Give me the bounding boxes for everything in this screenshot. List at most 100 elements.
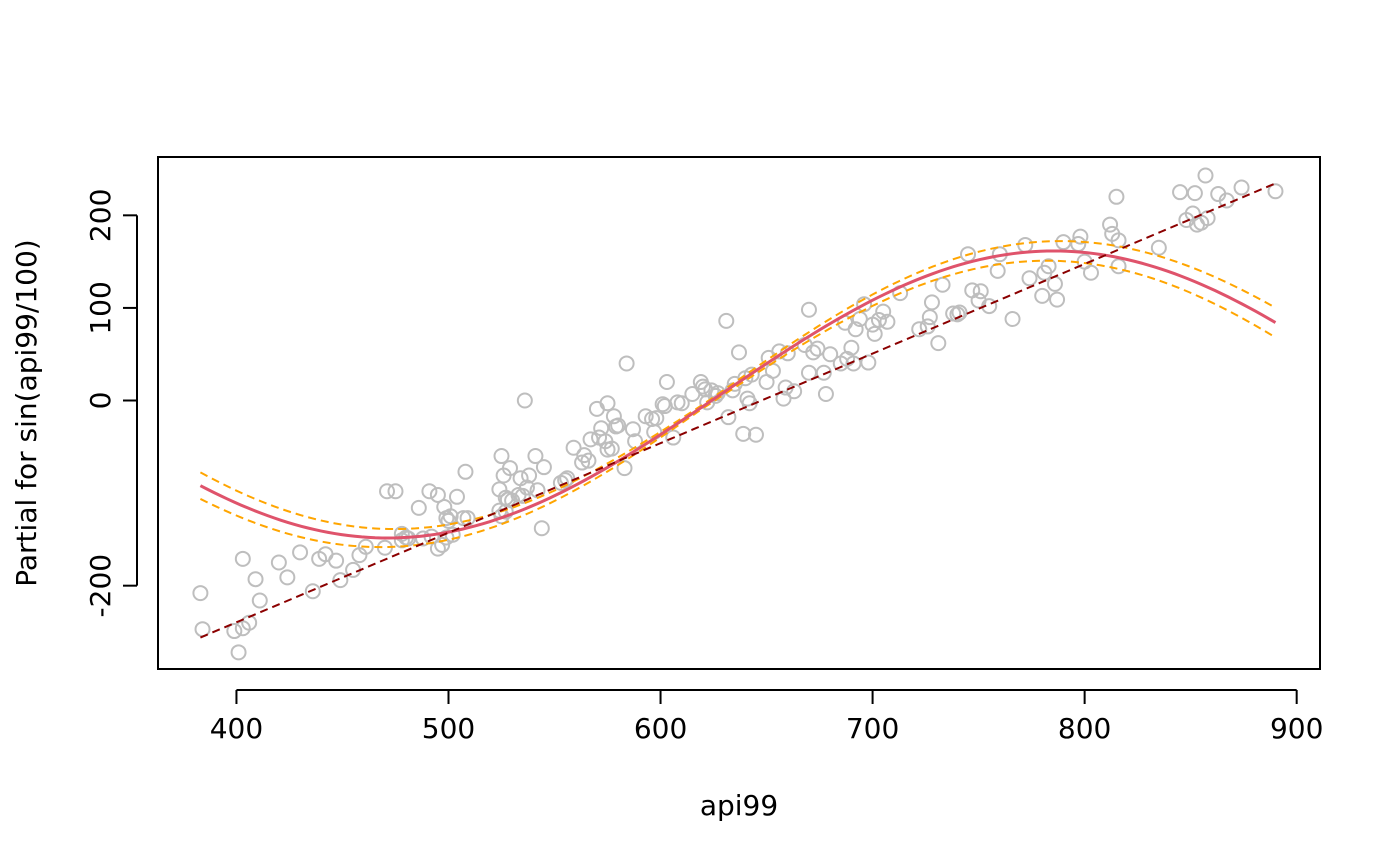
data-point xyxy=(1197,167,1214,184)
y-tick-label: 200 xyxy=(84,189,117,242)
data-point xyxy=(533,520,550,537)
data-point xyxy=(429,486,446,503)
data-point xyxy=(535,459,552,476)
data-point xyxy=(457,463,474,480)
data-point xyxy=(817,386,834,403)
y-tick-label: 0 xyxy=(84,392,117,410)
data-point xyxy=(866,325,883,342)
data-point xyxy=(1055,234,1072,251)
data-point xyxy=(192,585,209,602)
data-point xyxy=(1017,236,1034,253)
data-point xyxy=(989,262,1006,279)
data-point xyxy=(270,554,287,571)
linear-trend-line xyxy=(200,182,1276,639)
scatter-points xyxy=(192,167,1284,661)
data-point xyxy=(455,510,472,527)
x-tick-label: 500 xyxy=(422,712,475,745)
data-point xyxy=(593,420,610,437)
data-point xyxy=(527,448,544,465)
data-point xyxy=(415,530,432,547)
data-point xyxy=(603,440,620,457)
data-point xyxy=(1267,183,1284,200)
data-point xyxy=(304,583,321,600)
data-point xyxy=(501,460,518,477)
data-point xyxy=(1108,188,1125,205)
x-tick-label: 600 xyxy=(634,712,687,745)
data-point xyxy=(707,387,724,404)
confidence-band-lower xyxy=(199,259,1276,549)
data-point xyxy=(230,644,247,661)
data-point xyxy=(1102,216,1119,233)
x-axis-title: api99 xyxy=(700,789,778,822)
data-point xyxy=(1184,205,1201,222)
data-point xyxy=(879,313,896,330)
y-axis-title: Partial for sin(api99/100) xyxy=(10,239,43,586)
data-point xyxy=(930,335,947,352)
x-axis: 400 500 600 700 800 900 xyxy=(210,689,1323,745)
data-point xyxy=(923,294,940,311)
data-point xyxy=(822,346,839,363)
data-point xyxy=(605,408,622,425)
data-point xyxy=(731,344,747,361)
fitted-curve xyxy=(199,249,1277,540)
y-axis: -200 0 100 200 xyxy=(84,189,138,618)
data-point xyxy=(387,483,404,500)
data-point xyxy=(1040,258,1057,275)
data-point xyxy=(648,410,665,427)
data-point xyxy=(747,426,764,443)
data-point xyxy=(292,544,309,561)
fit-lines xyxy=(199,182,1277,639)
data-point xyxy=(665,429,682,446)
data-point xyxy=(493,448,510,465)
data-point xyxy=(565,439,582,456)
data-point xyxy=(328,552,345,569)
data-point xyxy=(610,417,627,434)
data-point xyxy=(921,309,938,326)
data-point xyxy=(616,460,633,477)
data-point xyxy=(718,312,735,329)
data-point xyxy=(226,623,243,640)
data-point xyxy=(618,355,635,372)
data-point xyxy=(379,483,396,500)
data-point xyxy=(875,303,892,320)
data-point xyxy=(1186,185,1203,202)
data-point xyxy=(1004,311,1021,328)
data-point xyxy=(1172,184,1189,201)
data-point xyxy=(599,395,616,412)
data-point xyxy=(847,321,864,338)
data-point xyxy=(951,304,968,321)
data-point xyxy=(516,392,533,409)
data-point xyxy=(870,311,887,328)
data-point xyxy=(574,454,591,471)
data-point xyxy=(805,344,822,361)
data-point xyxy=(234,550,251,567)
data-point xyxy=(658,373,675,390)
data-point xyxy=(357,538,374,555)
data-point xyxy=(800,301,817,318)
data-point xyxy=(448,488,465,505)
x-tick-label: 700 xyxy=(846,712,899,745)
data-point xyxy=(1150,239,1167,256)
data-point xyxy=(815,364,832,381)
data-point xyxy=(251,592,268,609)
data-point xyxy=(582,431,599,448)
data-point xyxy=(332,572,349,589)
data-point xyxy=(429,540,446,557)
data-point xyxy=(1072,228,1089,245)
x-tick-label: 900 xyxy=(1270,712,1323,745)
data-point xyxy=(421,483,438,500)
y-tick-label: -200 xyxy=(84,554,117,618)
data-point xyxy=(911,321,928,338)
data-point xyxy=(1049,291,1066,308)
data-point xyxy=(735,425,752,442)
data-point xyxy=(775,390,792,407)
data-point xyxy=(1110,258,1127,275)
plot-frame xyxy=(157,156,1321,670)
data-point xyxy=(1110,232,1127,249)
data-point xyxy=(1082,264,1099,281)
data-point xyxy=(1233,179,1250,196)
data-point xyxy=(1034,287,1051,304)
data-point xyxy=(934,276,951,293)
data-point xyxy=(521,467,538,484)
data-point xyxy=(972,283,989,300)
